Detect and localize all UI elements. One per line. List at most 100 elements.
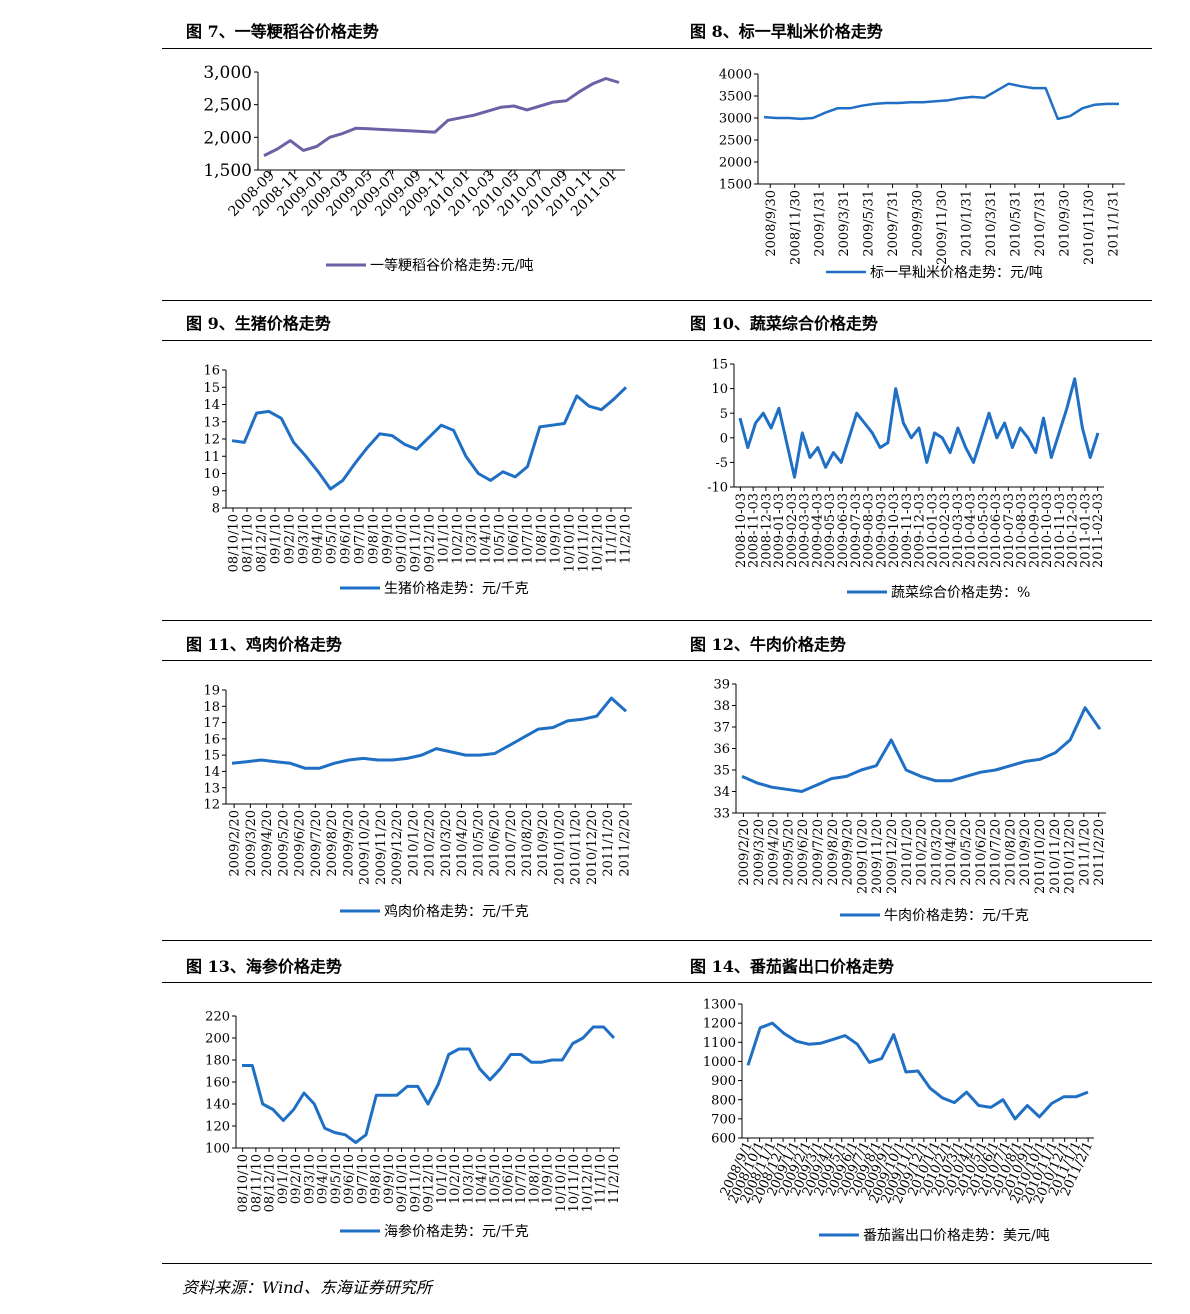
- x-tick-label: 2010/2/20: [915, 819, 930, 886]
- x-tick-label: 09/12/10: [423, 514, 438, 572]
- rule-top: [162, 48, 1152, 49]
- y-tick-label: 2000: [719, 156, 752, 171]
- x-tick-label: 2010/9/30: [1057, 190, 1072, 257]
- legend-label: 生猪价格走势：元/千克: [384, 581, 529, 597]
- chart-rice-price: 1,5002,0002,5003,0002008-092008-112009-0…: [203, 63, 625, 274]
- x-tick-label: 10/11/10: [567, 1154, 582, 1212]
- x-tick-label: 10/9/10: [549, 514, 564, 564]
- x-tick-label: 2011/2/20: [1092, 819, 1107, 886]
- x-tick-label: 2010/11/30: [1082, 190, 1097, 265]
- x-tick-label: 2010/9/20: [536, 810, 551, 877]
- x-tick-label: 2009-09-03: [874, 493, 889, 568]
- rule-row2b: [162, 340, 1152, 341]
- legend-label: 鸡肉价格走势：元/千克: [384, 903, 529, 920]
- y-tick-label: 600: [711, 1132, 736, 1147]
- x-tick-label: 09/9/10: [381, 514, 396, 564]
- y-tick-label: 140: [205, 1098, 230, 1113]
- x-tick-label: 2010/4/20: [455, 810, 470, 877]
- x-tick-label: 10/4/10: [479, 514, 494, 564]
- x-tick-label: 2010/10/20: [552, 810, 567, 885]
- panel-title-8: 图 8、标一早籼米价格走势: [690, 22, 883, 41]
- chart-early-rice-price: 1500 2000 2500 3000 3500 4000 2008/9/30 2008/11…: [719, 68, 1125, 281]
- x-tick-label: 2010/1/20: [406, 810, 421, 877]
- y-tick-label: 1200: [703, 1017, 736, 1032]
- x-tick-label: 10/5/10: [488, 1154, 503, 1204]
- rule-row4b: [162, 982, 1152, 983]
- x-tick-label: 2009/7/31: [886, 190, 901, 257]
- y-tick-label: 200: [205, 1032, 230, 1047]
- x-tick-label: 2011/1/31: [1106, 190, 1121, 257]
- y-tick-label: 16: [203, 732, 220, 747]
- x-tick-label: 2008/9/30: [764, 190, 779, 257]
- x-tick-label: 10/1/10: [437, 514, 452, 564]
- x-tick-label: 09/2/10: [283, 514, 298, 564]
- y-tick-label: 180: [205, 1054, 230, 1069]
- x-tick-label: 10/6/10: [507, 514, 522, 564]
- x-tick-label: 2010/1/20: [900, 819, 915, 886]
- x-tick-label: 09/3/10: [297, 514, 312, 564]
- x-tick-label: 10/8/10: [527, 1154, 542, 1204]
- series-line: [738, 377, 1100, 479]
- x-tick-label: 11/1/10: [605, 514, 620, 564]
- source-note: 资料来源：Wind、东海证券研究所: [182, 1278, 432, 1297]
- x-tick-label: 2009/11/20: [374, 810, 389, 885]
- x-tick-label: 10/10/10: [563, 514, 578, 572]
- y-tick-label: 16: [203, 364, 220, 379]
- x-tick-label: 2011/1/20: [601, 810, 616, 877]
- x-tick-label: 10/7/10: [521, 514, 536, 564]
- y-tick-label: 12: [203, 433, 220, 448]
- x-tick-label: 2011-02-03: [1091, 493, 1106, 568]
- x-tick-label: 2010/5/20: [471, 810, 486, 877]
- chart-sea-cucumber-price: 100 120 140 160 180 200 220 08/10/1008/11/1008/…: [205, 1010, 622, 1240]
- rule-row3: [162, 620, 1152, 621]
- x-tick-label: 2009-10-03: [887, 493, 902, 568]
- y-tick-label: 5: [720, 407, 728, 422]
- legend-label: 一等粳稻谷价格走势:元/吨: [370, 257, 533, 274]
- y-tick-label: 11: [203, 450, 220, 465]
- x-tick-label: 2010-07-03: [1002, 493, 1017, 568]
- x-tick-label: 10/2/10: [451, 514, 466, 564]
- x-tick-label: 2009-02-03: [785, 493, 800, 568]
- x-tick-label: 2009-01-03: [772, 493, 787, 568]
- x-tick-label: 10/9/10: [541, 1154, 556, 1204]
- x-tick-label: 2009-11-03: [900, 493, 915, 568]
- y-tick-label: 900: [711, 1074, 736, 1089]
- y-tick-label: 800: [711, 1093, 736, 1108]
- x-tick-label: 09/12/10: [422, 1154, 437, 1212]
- x-tick-label: 09/7/10: [353, 514, 368, 564]
- x-tick-label: 08/12/10: [263, 1154, 278, 1212]
- series-line: [746, 1021, 1089, 1121]
- panel-title-13: 图 13、海参价格走势: [186, 957, 342, 976]
- y-tick-label: 15: [711, 358, 728, 373]
- y-tick-label: 9: [212, 484, 220, 499]
- y-tick-label: 0: [720, 431, 728, 446]
- x-tick-label: 09/6/10: [339, 514, 354, 564]
- x-tick-label: 09/5/10: [325, 514, 340, 564]
- y-tick-label: 10: [711, 382, 728, 397]
- x-tick-label: 2010-06-03: [989, 493, 1004, 568]
- y-tick-label: 2,500: [203, 96, 252, 116]
- x-tick-label: 11/2/10: [619, 514, 634, 564]
- x-tick-label: 2010-05-03: [976, 493, 991, 568]
- x-tick-label: 2009-04-03: [810, 493, 825, 568]
- y-tick-label: 120: [205, 1120, 230, 1135]
- x-tick-label: 09/1/10: [276, 1154, 291, 1204]
- chart-vegetable-price: -10 -5 0 5 10 15 2008-10-032008-11-032008-12-0…: [707, 358, 1106, 601]
- x-tick-label: 2010/9/20: [1018, 819, 1033, 886]
- x-tick-label: 2009/9/20: [341, 810, 356, 877]
- x-tick-label: 10/4/10: [475, 1154, 490, 1204]
- x-tick-label: 2009/7/20: [811, 819, 826, 886]
- x-tick-label: 2010/6/20: [974, 819, 989, 886]
- x-tick-label: 10/10/10: [554, 1154, 569, 1212]
- x-tick-label: 2009/6/20: [293, 810, 308, 877]
- y-tick-label: 100: [205, 1142, 230, 1157]
- x-tick-label: 2009/8/20: [325, 810, 340, 877]
- x-tick-label: 09/6/10: [342, 1154, 357, 1204]
- x-tick-label: 2011/2/20: [617, 810, 632, 877]
- x-tick-label: 09/8/10: [367, 514, 382, 564]
- x-tick-label: 2009/3/20: [244, 810, 259, 877]
- x-tick-label: 2010/11/20: [1048, 819, 1063, 894]
- y-tick-label: 35: [713, 764, 730, 779]
- y-tick-label: 12: [203, 798, 220, 813]
- x-tick-label: 10/2/10: [448, 1154, 463, 1204]
